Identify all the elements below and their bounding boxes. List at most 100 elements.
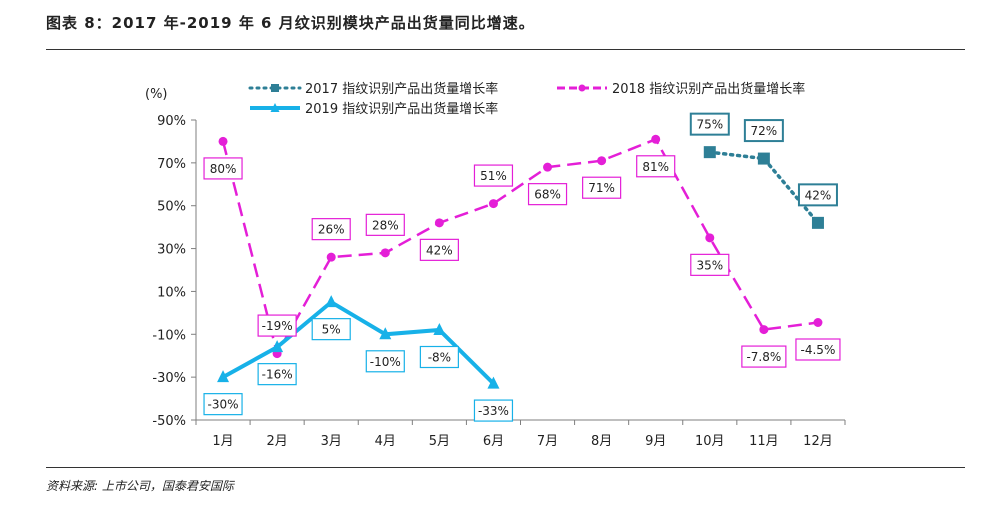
data-label-box bbox=[473, 164, 514, 187]
data-label: -30% bbox=[208, 398, 239, 412]
x-tick-label: 5月 bbox=[429, 434, 450, 449]
x-tick-label: 12月 bbox=[803, 434, 833, 449]
data-label-box bbox=[743, 119, 784, 143]
legend-label: 2018 指纹识别产品出货量增长率 bbox=[612, 81, 805, 97]
x-tick-label: 1月 bbox=[212, 434, 233, 449]
legend-label: 2019 指纹识别产品出货量增长率 bbox=[305, 101, 498, 117]
data-label: 5% bbox=[322, 323, 341, 337]
series-line-1 bbox=[221, 137, 819, 357]
data-label-box bbox=[311, 218, 351, 241]
data-label: 35% bbox=[696, 258, 723, 272]
legend-marker bbox=[270, 103, 280, 112]
data-point-marker bbox=[218, 136, 228, 146]
data-point-marker bbox=[434, 218, 444, 228]
data-label-box bbox=[795, 338, 841, 361]
y-tick-label: -50% bbox=[152, 414, 186, 429]
data-point-marker bbox=[433, 323, 446, 335]
y-tick-label: -30% bbox=[152, 371, 186, 386]
data-label-box bbox=[311, 318, 351, 341]
data-point-marker bbox=[217, 370, 230, 383]
data-point-marker bbox=[759, 325, 769, 335]
bottom-divider bbox=[46, 467, 965, 468]
data-label: 81% bbox=[642, 160, 669, 174]
data-point-marker bbox=[757, 152, 770, 165]
data-point-marker bbox=[487, 376, 500, 389]
x-tick-label: 10月 bbox=[695, 434, 725, 449]
data-label: 75% bbox=[696, 118, 723, 132]
data-label-box bbox=[473, 399, 514, 422]
data-label: 80% bbox=[210, 162, 237, 176]
data-point-marker bbox=[703, 146, 716, 159]
data-point-marker bbox=[326, 252, 336, 262]
data-label-box bbox=[365, 213, 405, 236]
y-tick-label: 10% bbox=[157, 285, 186, 300]
y-tick-label: 70% bbox=[157, 157, 186, 172]
chart-title: 图表 8：2017 年-2019 年 6 月纹识别模块产品出货量同比增速。 bbox=[46, 14, 535, 32]
data-label: 72% bbox=[751, 124, 778, 138]
legend-marker bbox=[271, 84, 279, 92]
data-point-marker bbox=[651, 134, 661, 144]
data-point-marker bbox=[705, 233, 715, 243]
data-label-box bbox=[636, 155, 676, 178]
data-label: 28% bbox=[372, 218, 399, 232]
x-tick-label: 8月 bbox=[591, 434, 612, 449]
x-tick-label: 9月 bbox=[645, 434, 666, 449]
chart-axes: -50% -30% -10% 10% 30% 50% 70% 90% 1月 2月 3月 4月 5月 6月 7… bbox=[145, 87, 846, 449]
data-label: 68% bbox=[534, 188, 561, 202]
series-line-2 bbox=[222, 299, 495, 385]
legend-label: 2017 指纹识别产品出货量增长率 bbox=[305, 81, 498, 97]
data-label: 26% bbox=[318, 223, 345, 237]
x-tick-label: 4月 bbox=[375, 434, 396, 449]
data-point-marker bbox=[811, 216, 824, 229]
data-label-box bbox=[690, 253, 730, 276]
y-tick-label: 90% bbox=[157, 114, 186, 129]
x-tick-label: 3月 bbox=[321, 434, 342, 449]
data-label: 42% bbox=[805, 188, 832, 202]
data-label: -10% bbox=[370, 355, 401, 369]
data-point-marker bbox=[380, 248, 390, 258]
data-label-box bbox=[365, 350, 405, 373]
x-tick-label: 11月 bbox=[749, 434, 779, 449]
data-label-box bbox=[582, 176, 622, 199]
data-label: -7.8% bbox=[746, 350, 781, 364]
data-label: -8% bbox=[428, 351, 451, 365]
source-note: 资料来源: 上市公司，国泰君安国际 bbox=[46, 479, 234, 493]
data-label-box bbox=[797, 183, 838, 207]
data-label-box bbox=[257, 363, 297, 386]
data-label-box bbox=[203, 157, 243, 180]
y-axis-unit-label: (%) bbox=[145, 87, 168, 102]
y-tick-label: 50% bbox=[157, 200, 186, 215]
data-label-box bbox=[689, 112, 730, 136]
data-point-marker bbox=[271, 340, 284, 353]
data-label-box bbox=[257, 314, 297, 337]
data-label: 71% bbox=[588, 181, 615, 195]
x-tick-label: 6月 bbox=[483, 434, 504, 449]
x-tick-label: 2月 bbox=[266, 434, 287, 449]
data-point-marker bbox=[813, 318, 823, 327]
data-point-marker bbox=[488, 199, 498, 209]
data-label: 51% bbox=[480, 169, 507, 183]
x-tick-label: 7月 bbox=[537, 434, 558, 449]
y-tick-label: -10% bbox=[152, 328, 186, 343]
data-label: -19% bbox=[262, 319, 293, 333]
top-divider bbox=[46, 49, 965, 50]
data-label-box bbox=[419, 238, 459, 261]
data-point-marker bbox=[597, 156, 607, 166]
data-label: -4.5% bbox=[801, 343, 836, 357]
data-label-box bbox=[203, 393, 243, 416]
data-point-marker bbox=[379, 327, 392, 340]
data-label-box bbox=[527, 183, 568, 206]
data-point-marker bbox=[543, 162, 553, 172]
data-label-box bbox=[419, 345, 459, 369]
data-label: 42% bbox=[426, 243, 453, 257]
data-label: -33% bbox=[478, 404, 509, 418]
data-point-marker bbox=[325, 295, 338, 308]
data-labels: 75% 72% 42% 80% -19% 26% 28% 42% 51% 68% 71% 81% 35%… bbox=[203, 112, 841, 422]
chart-legend: 2017 指纹识别产品出货量增长率 2018 指纹识别产品出货量增长率 2019 指… bbox=[248, 81, 805, 117]
data-label: -16% bbox=[262, 368, 293, 382]
data-label-box bbox=[741, 345, 787, 368]
legend-marker bbox=[578, 84, 586, 92]
y-tick-label: 30% bbox=[157, 243, 186, 258]
series-markers bbox=[217, 134, 824, 389]
